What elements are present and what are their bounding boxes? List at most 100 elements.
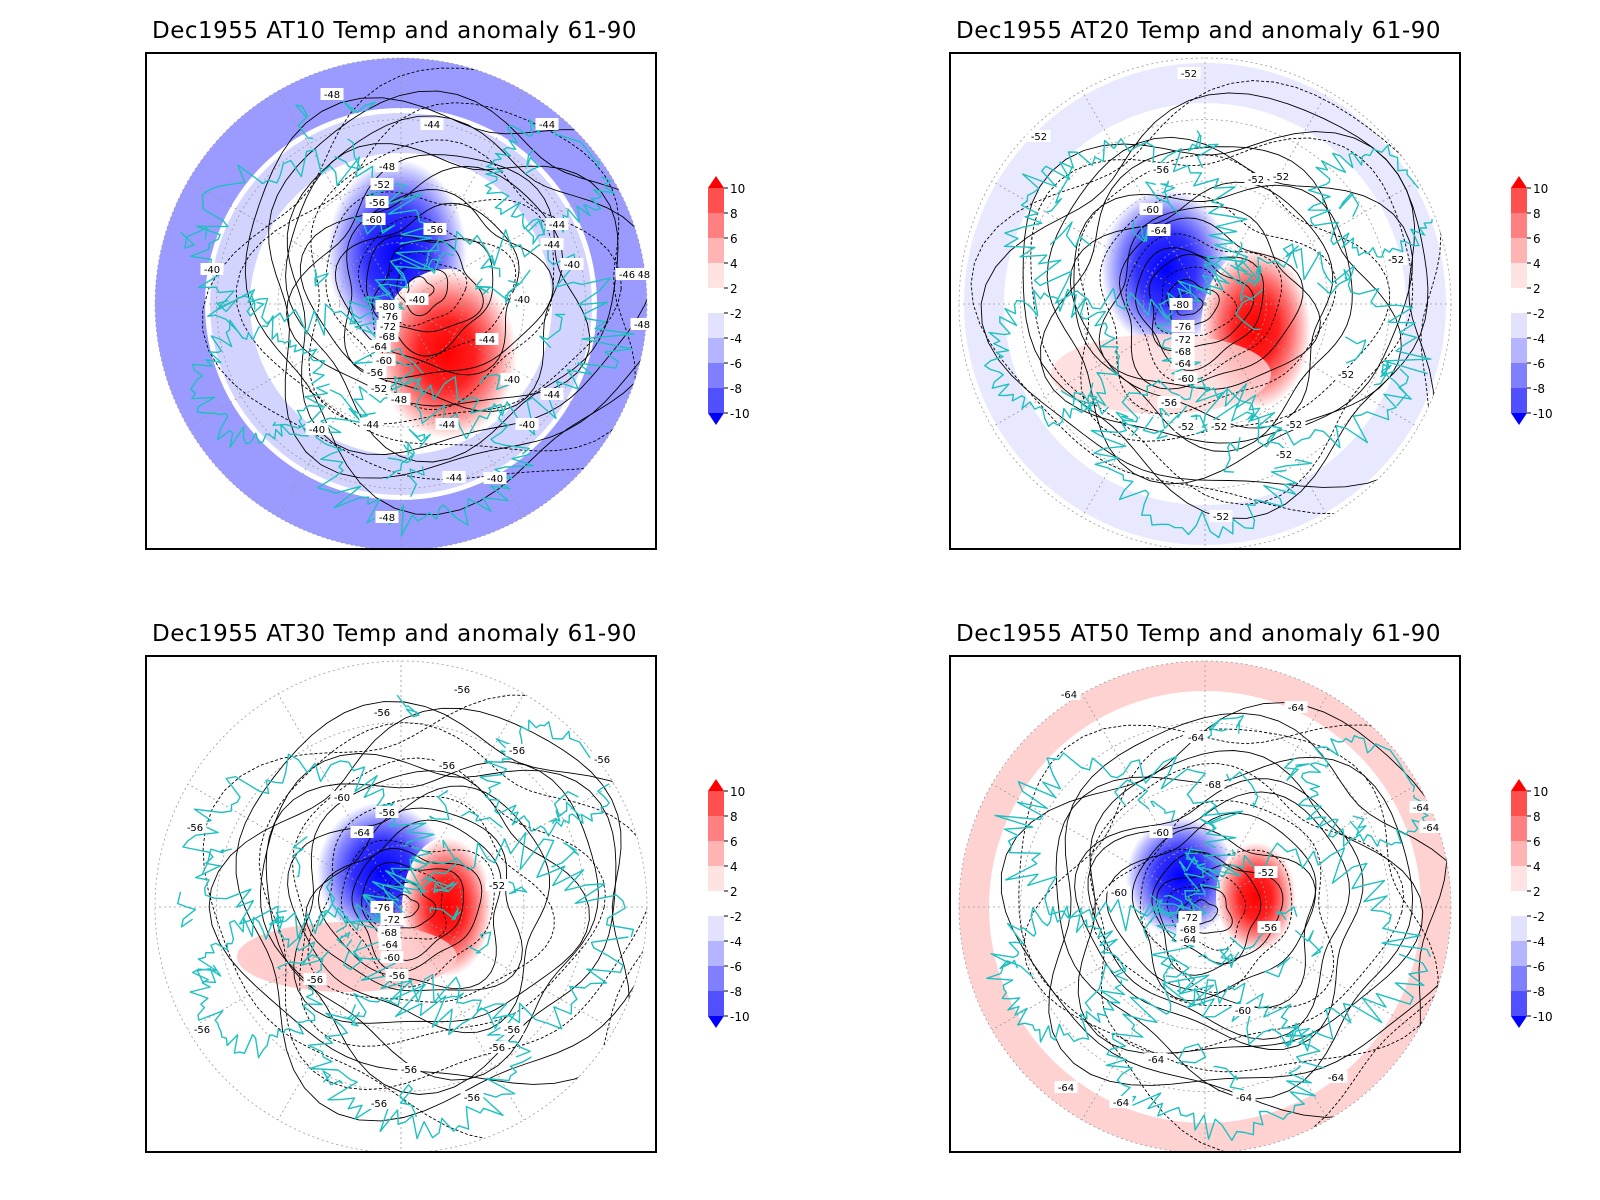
svg-text:-52: -52 bbox=[371, 384, 387, 395]
contour-label: -44 bbox=[535, 118, 559, 131]
coastlines bbox=[986, 715, 1432, 1142]
colorbar-tick-label: -6 bbox=[1533, 960, 1545, 974]
contour-label: -64 bbox=[1144, 1053, 1168, 1066]
colorbar: 10 8 6 4 2 -2 -4 -6 -8 -10 bbox=[708, 779, 768, 1067]
contour-label: -64 bbox=[350, 826, 374, 839]
contour-label: -60 bbox=[1174, 372, 1198, 385]
map-svg: -48-48-44 -44-48-52-56-60-56 -44-44-40-40-… bbox=[154, 57, 654, 548]
svg-text:-44: -44 bbox=[479, 335, 495, 346]
svg-text:-64: -64 bbox=[1058, 1083, 1074, 1094]
svg-text:-44: -44 bbox=[424, 120, 440, 131]
contour-label: -64 bbox=[1419, 821, 1443, 834]
colorbar-segment bbox=[708, 941, 724, 966]
colorbar-svg: 10 8 6 4 2 -2 -4 -6 -8 -10 bbox=[1511, 779, 1553, 1028]
svg-text:-56: -56 bbox=[509, 746, 525, 757]
warm-anomaly bbox=[377, 269, 517, 439]
colorbar-tick-label: 2 bbox=[730, 885, 738, 899]
contour-label: -56 bbox=[1257, 921, 1281, 934]
svg-text:-56: -56 bbox=[379, 808, 395, 819]
svg-text:-40: -40 bbox=[504, 375, 520, 386]
colorbar-segment bbox=[1511, 313, 1527, 338]
svg-text:-64: -64 bbox=[1188, 733, 1204, 744]
contour-label: -56 bbox=[1157, 396, 1181, 409]
colorbar-min-arrow bbox=[708, 413, 724, 425]
svg-text:-56: -56 bbox=[194, 1025, 210, 1036]
contour-label: -52 bbox=[1244, 173, 1268, 186]
coastlines bbox=[984, 130, 1433, 539]
colorbar: 10 8 6 4 2 -2 -4 -6 -8 -10 bbox=[708, 176, 768, 464]
svg-text:-40: -40 bbox=[309, 425, 325, 436]
svg-text:-44: -44 bbox=[549, 220, 565, 231]
contour-label: -40 bbox=[515, 418, 539, 431]
colorbar-segment bbox=[708, 188, 724, 213]
contour-label: -52 bbox=[1254, 866, 1278, 879]
contour-label: -64 bbox=[1284, 701, 1308, 714]
contour-label: -52 bbox=[485, 879, 509, 892]
colorbar-tick-label: 4 bbox=[1533, 860, 1541, 874]
colorbar-tick-label: 6 bbox=[730, 835, 738, 849]
colorbar: 10 8 6 4 2 -2 -4 -6 -8 -10 bbox=[1511, 176, 1571, 464]
contour-label: -76 bbox=[378, 310, 402, 323]
colorbar-max-arrow bbox=[708, 176, 724, 188]
contour-label: -52 bbox=[1282, 418, 1306, 431]
colorbar-tick-label: -4 bbox=[1533, 935, 1545, 949]
colorbar-tick-label: -8 bbox=[730, 382, 742, 396]
svg-text:-60: -60 bbox=[334, 793, 350, 804]
coastlines bbox=[180, 100, 635, 537]
colorbar-min-arrow bbox=[708, 1016, 724, 1028]
svg-text:-72: -72 bbox=[1175, 335, 1191, 346]
contour-label: -40 bbox=[200, 263, 224, 276]
contour-label: -76 bbox=[370, 901, 394, 914]
contour-label: -60 bbox=[380, 951, 404, 964]
contour-label: -56 bbox=[303, 973, 327, 986]
colorbar-segment bbox=[708, 288, 724, 313]
svg-text:-44: -44 bbox=[363, 420, 379, 431]
contour-label: -64 bbox=[1171, 357, 1195, 370]
contour-label: -68 bbox=[375, 330, 399, 343]
colorbar-tick-label: 8 bbox=[730, 207, 738, 221]
colorbar-tick-label: 10 bbox=[730, 785, 745, 799]
svg-text:-48: -48 bbox=[324, 90, 340, 101]
svg-text:-52: -52 bbox=[374, 180, 390, 191]
colorbar-max-arrow bbox=[1511, 779, 1527, 791]
contour-label: -48 bbox=[375, 511, 399, 524]
svg-text:-64: -64 bbox=[371, 342, 387, 353]
contour-label: -64 bbox=[1184, 731, 1208, 744]
colorbar-max-arrow bbox=[1511, 176, 1527, 188]
contour-label: -60 bbox=[330, 791, 354, 804]
svg-text:-44: -44 bbox=[544, 390, 560, 401]
svg-text:-64: -64 bbox=[1151, 226, 1167, 237]
contour-label: -44 bbox=[475, 333, 499, 346]
colorbar-segment bbox=[708, 263, 724, 288]
svg-text:-76: -76 bbox=[382, 312, 398, 323]
colorbar-tick-label: -8 bbox=[730, 985, 742, 999]
colorbar-tick-label: -10 bbox=[1533, 407, 1553, 421]
svg-text:-60: -60 bbox=[1111, 888, 1127, 899]
svg-text:-48: -48 bbox=[379, 162, 395, 173]
contour-label: -56 bbox=[190, 1023, 214, 1036]
panel-title: Dec1955 AT50 Temp and anomaly 61-90 bbox=[956, 621, 1442, 647]
colorbar-tick-label: -8 bbox=[1533, 985, 1545, 999]
colorbar-segment bbox=[708, 891, 724, 916]
colorbar-segment bbox=[1511, 213, 1527, 238]
svg-text:-72: -72 bbox=[380, 322, 396, 333]
polar-map: -56 -56 -56 -56 -56 -56 -60 -56 -64 -52 -76 -72 -68-… bbox=[145, 655, 657, 1153]
contour-label: -52 bbox=[1174, 420, 1198, 433]
contour-label: -48 bbox=[375, 160, 399, 173]
colorbar-segment bbox=[1511, 866, 1527, 891]
colorbar-tick-label: -4 bbox=[730, 935, 742, 949]
colorbar-tick-label: -2 bbox=[1533, 307, 1545, 321]
svg-text:-60: -60 bbox=[1178, 374, 1194, 385]
contour-label: -56 bbox=[367, 1097, 391, 1110]
contour-label: -56 bbox=[365, 196, 389, 209]
colorbar-tick-label: -6 bbox=[730, 357, 742, 371]
contour-label: -64 bbox=[1324, 1071, 1348, 1084]
contour-label: -56 bbox=[370, 706, 394, 719]
contour-label: -52 bbox=[1272, 448, 1296, 461]
svg-text:-40: -40 bbox=[487, 474, 503, 485]
colorbar-segment bbox=[708, 966, 724, 991]
svg-text:-72: -72 bbox=[384, 915, 400, 926]
svg-text:-40: -40 bbox=[514, 295, 530, 306]
contour-label: -48 bbox=[387, 393, 411, 406]
colorbar-tick-label: 4 bbox=[730, 860, 738, 874]
